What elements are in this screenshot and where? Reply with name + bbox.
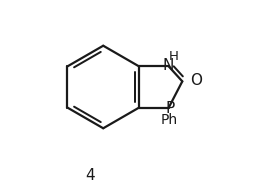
Text: P: P	[165, 101, 174, 116]
Text: 4: 4	[85, 168, 95, 183]
Text: N: N	[162, 58, 173, 73]
Text: H: H	[169, 50, 178, 63]
Text: Ph: Ph	[161, 113, 178, 127]
Text: O: O	[190, 73, 202, 88]
